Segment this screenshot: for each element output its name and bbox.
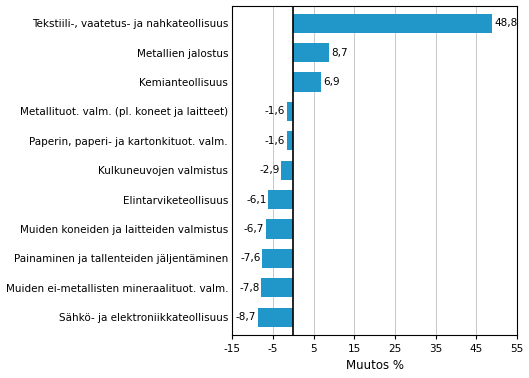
- Bar: [293, 43, 329, 62]
- Text: 6,9: 6,9: [324, 77, 340, 87]
- Bar: [293, 14, 491, 33]
- Text: -6,1: -6,1: [247, 195, 267, 204]
- Bar: [262, 249, 293, 268]
- Bar: [287, 131, 293, 150]
- Bar: [261, 278, 293, 297]
- Text: -2,9: -2,9: [259, 165, 280, 175]
- Text: -1,6: -1,6: [264, 106, 285, 116]
- Text: -8,7: -8,7: [236, 312, 256, 322]
- Text: -7,6: -7,6: [240, 253, 261, 263]
- Text: 8,7: 8,7: [331, 48, 348, 57]
- Text: -6,7: -6,7: [244, 224, 264, 234]
- Text: -1,6: -1,6: [264, 136, 285, 146]
- Text: -7,8: -7,8: [240, 283, 260, 293]
- X-axis label: Muutos %: Muutos %: [345, 359, 404, 372]
- Bar: [281, 161, 293, 180]
- Bar: [268, 190, 293, 209]
- Text: 48,8: 48,8: [494, 18, 517, 28]
- Bar: [258, 308, 293, 327]
- Bar: [293, 73, 321, 91]
- Bar: [287, 102, 293, 121]
- Bar: [266, 220, 293, 239]
